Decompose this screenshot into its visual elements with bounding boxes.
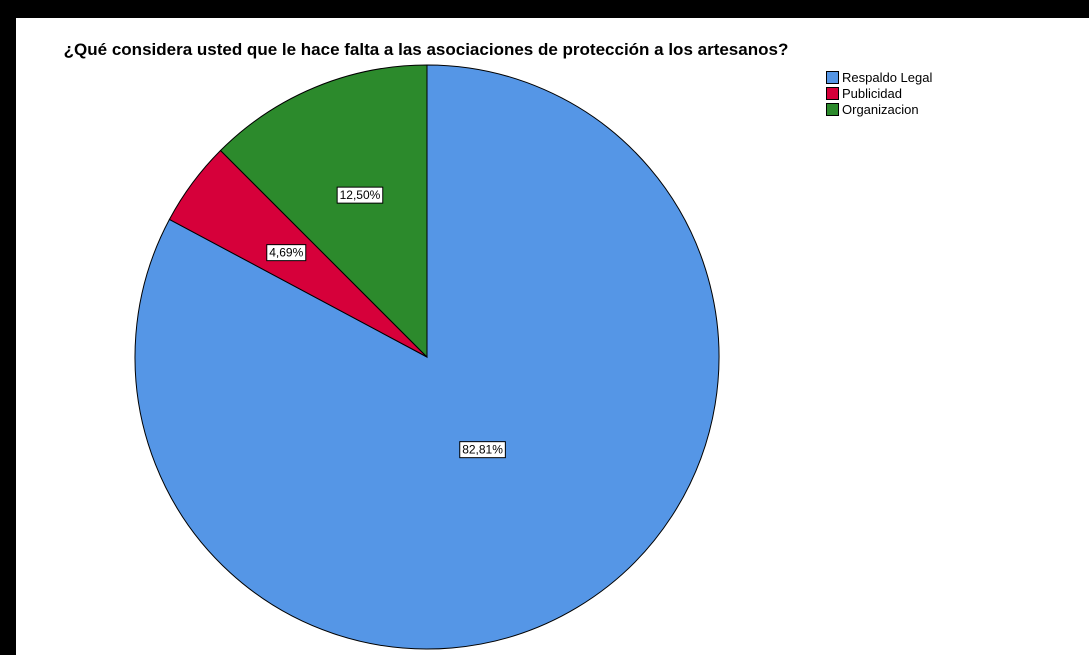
chart-title: ¿Qué considera usted que le hace falta a… <box>63 40 789 59</box>
chart-legend: Respaldo Legal Publicidad Organizacion <box>826 69 932 117</box>
data-label-publicidad: 4,69% <box>266 244 307 262</box>
pie-slice-respaldo-legal <box>134 64 720 650</box>
data-label-box <box>336 186 384 204</box>
data-label-text: 12,50% <box>340 188 381 202</box>
legend-swatch-respaldo-legal <box>826 70 839 84</box>
pie-slice-organizacion <box>219 64 428 359</box>
data-label-box <box>266 244 307 262</box>
legend-item-publicidad: Publicidad <box>826 85 932 101</box>
legend-swatch-publicidad <box>826 86 839 100</box>
data-label-organizacion: 12,50% <box>336 186 384 204</box>
pie-chart: 82,81% 4,69% 12,50% <box>134 64 720 650</box>
legend-item-organizacion: Organizacion <box>826 101 932 117</box>
legend-label-respaldo-legal: Respaldo Legal <box>842 69 933 85</box>
data-label-text: 4,69% <box>269 246 303 260</box>
data-label-box <box>459 441 506 459</box>
chart-canvas: ¿Qué considera usted que le hace falta a… <box>16 18 1089 655</box>
data-label-respaldo-legal: 82,81% <box>459 441 506 459</box>
legend-label-publicidad: Publicidad <box>842 85 902 101</box>
legend-swatch-organizacion <box>826 102 839 116</box>
legend-item-respaldo-legal: Respaldo Legal <box>826 69 932 85</box>
data-label-text: 82,81% <box>462 443 503 457</box>
legend-label-organizacion: Organizacion <box>842 101 919 117</box>
